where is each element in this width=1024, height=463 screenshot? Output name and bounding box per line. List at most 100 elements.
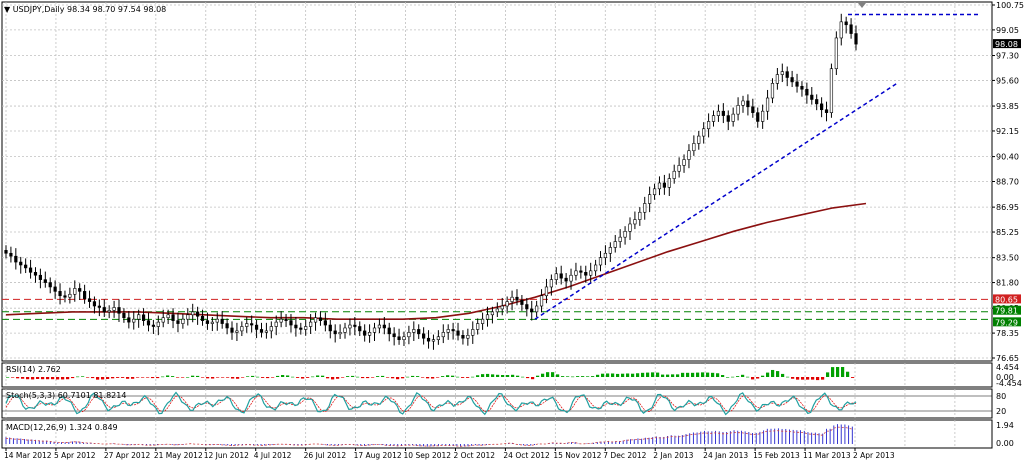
candle-body xyxy=(333,330,337,335)
candle-body xyxy=(53,286,57,292)
candle-body xyxy=(603,252,608,258)
rsi-histogram-bar xyxy=(201,377,205,378)
candle-body xyxy=(412,329,416,333)
rsi-histogram-bar xyxy=(221,377,225,378)
candle-body xyxy=(829,68,834,113)
rsi-histogram-bar xyxy=(471,376,475,378)
candle-body xyxy=(210,321,214,324)
candle-body xyxy=(554,273,558,280)
candle-body xyxy=(800,85,804,90)
rsi-histogram-bar xyxy=(151,377,155,379)
candle-body xyxy=(146,320,151,326)
rsi-histogram-bar xyxy=(506,375,510,377)
candle-body xyxy=(672,170,676,179)
rsi-histogram-bar xyxy=(321,375,325,377)
collapse-triangle-icon[interactable]: ▼ xyxy=(4,5,11,14)
y-tick-label: 95.60 xyxy=(996,76,1019,85)
rsi-histogram-bar xyxy=(491,374,495,377)
candle-body xyxy=(731,113,735,122)
rsi-histogram-bar xyxy=(551,372,555,377)
rsi-histogram-bar xyxy=(596,374,600,377)
candle-body xyxy=(127,317,131,323)
rsi-histogram-bar xyxy=(396,377,400,380)
rsi-histogram-bar xyxy=(216,377,220,378)
candle-body xyxy=(363,330,367,336)
macd-level-label: 0.00 xyxy=(996,439,1014,448)
rsi-histogram-bar xyxy=(851,377,855,378)
rsi-histogram-bar xyxy=(306,377,310,378)
rsi-histogram-bar xyxy=(806,377,810,380)
candle-body xyxy=(9,252,13,257)
rsi-histogram-bar xyxy=(366,377,370,379)
candle-body xyxy=(83,291,87,299)
rsi-histogram-bar xyxy=(416,376,420,377)
candle-body xyxy=(132,318,136,323)
candle-body xyxy=(500,305,504,310)
candle-body xyxy=(358,326,362,332)
candle-body xyxy=(746,100,750,108)
candle-body xyxy=(834,37,838,70)
candle-body xyxy=(569,274,573,282)
rsi-histogram-bar xyxy=(476,375,480,377)
rsi-histogram-bar xyxy=(431,377,435,379)
x-tick-label: 27 Apr 2012 xyxy=(104,451,151,460)
candle-body xyxy=(638,211,642,220)
candle-body xyxy=(254,324,259,330)
rsi-histogram-bar xyxy=(131,377,135,379)
candle-body xyxy=(805,88,809,96)
candle-body xyxy=(485,314,490,320)
candle-body xyxy=(520,299,524,305)
rsi-histogram-bar xyxy=(316,375,320,377)
candle-body xyxy=(770,83,775,99)
rsi-histogram-bar xyxy=(31,377,35,380)
rsi-histogram-bar xyxy=(351,375,355,377)
candle-body xyxy=(677,165,681,172)
candle-body xyxy=(215,318,219,323)
candle-body xyxy=(633,219,637,225)
rsi-histogram-bar xyxy=(576,376,580,377)
candle-body xyxy=(446,329,450,333)
rsi-histogram-bar xyxy=(91,377,95,379)
moving-average xyxy=(5,202,867,321)
x-tick-label: 2 Apr 2013 xyxy=(853,451,895,460)
rsi-histogram-bar xyxy=(756,377,760,379)
candle-body xyxy=(628,223,632,232)
trendlines xyxy=(534,3,978,320)
x-tick-label: 15 Feb 2013 xyxy=(753,451,800,460)
chart-header: ▼ USDJPY,Daily 98.34 98.70 97.54 98.08 xyxy=(4,5,166,14)
candle-body xyxy=(58,291,62,297)
rsi-histogram-bar xyxy=(671,374,675,377)
candle-body xyxy=(235,330,239,333)
candle-body xyxy=(19,261,23,266)
x-tick-label: 11 Mar 2013 xyxy=(803,451,851,460)
candle-body xyxy=(225,323,229,329)
candle-body xyxy=(584,272,588,276)
rsi-histogram-bar xyxy=(36,377,40,379)
candle-body xyxy=(313,317,318,323)
candle-body xyxy=(200,315,205,321)
candle-body xyxy=(63,295,67,298)
candle-body xyxy=(417,329,421,335)
rsi-histogram-bar xyxy=(381,375,385,377)
candle-body xyxy=(230,327,234,333)
rsi-histogram-bar xyxy=(421,377,425,378)
candle-body xyxy=(589,270,593,276)
rsi-histogram-bar xyxy=(121,377,125,378)
rsi-histogram-bar xyxy=(716,373,720,377)
rsi-histogram-bar xyxy=(11,377,15,378)
rsi-histogram-bar xyxy=(791,377,795,379)
rsi-histogram-bar xyxy=(686,372,690,377)
candle-body xyxy=(593,264,598,272)
y-tick-label: 92.15 xyxy=(996,127,1019,136)
y-tick-label: 100.75 xyxy=(996,1,1024,10)
candle-body xyxy=(785,71,789,78)
candle-body xyxy=(279,318,283,323)
rsi-histogram-bar xyxy=(116,377,120,378)
candle-body xyxy=(294,324,298,329)
candle-body xyxy=(87,298,92,302)
rsi-histogram-bar xyxy=(401,377,405,379)
candle-body xyxy=(530,308,534,313)
candle-body xyxy=(648,194,652,204)
candle-body xyxy=(161,317,165,323)
